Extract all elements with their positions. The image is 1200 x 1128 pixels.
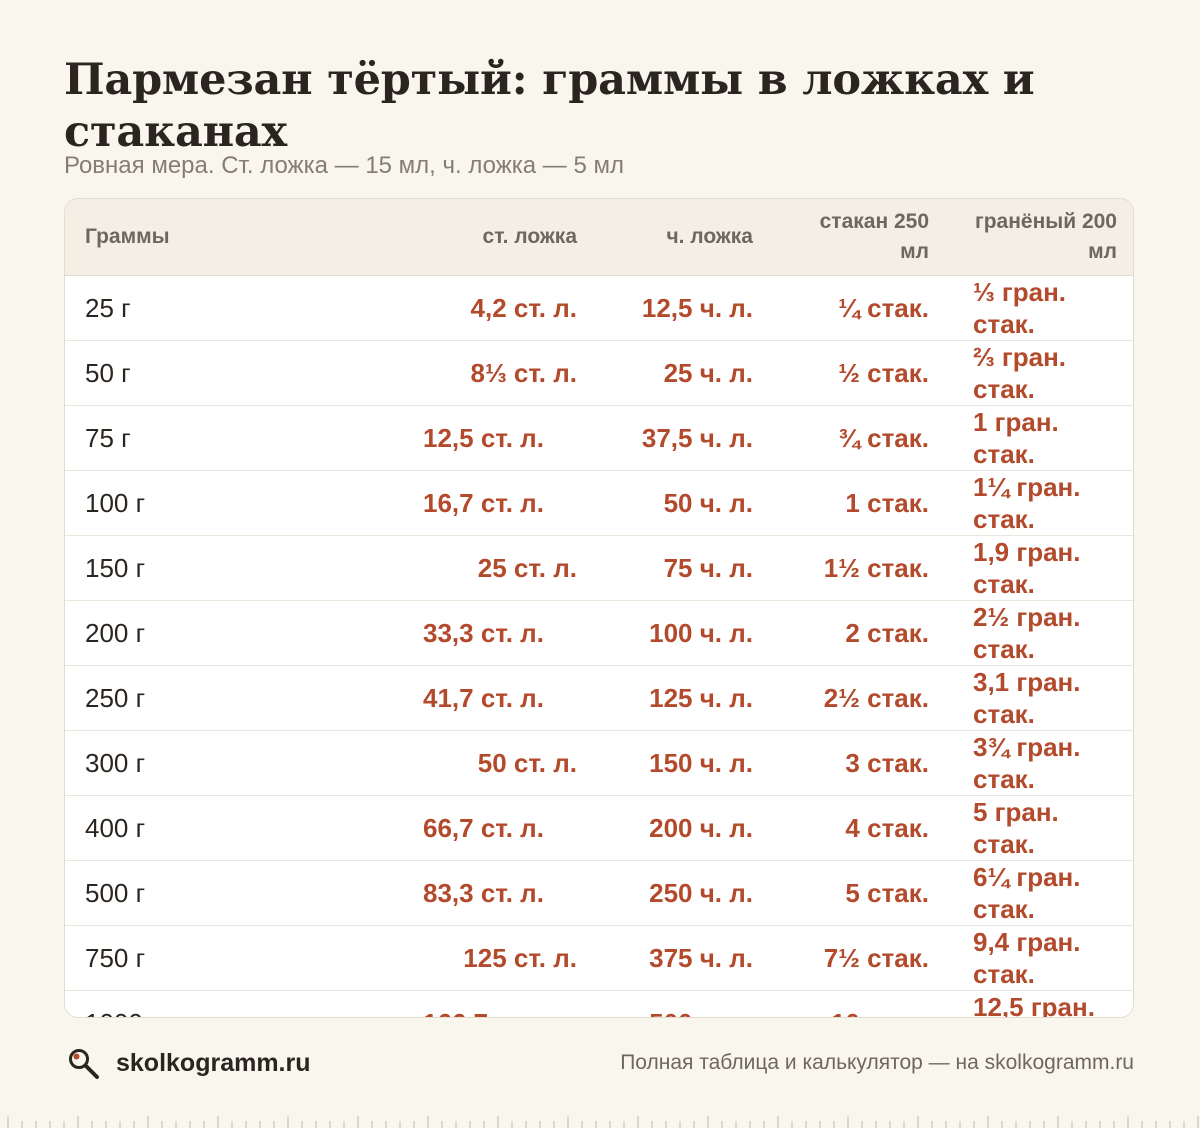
table-row: 300 г 50 ст. л. 150 ч. л. 3 стак. 3¾ гран. с… [65, 729, 1133, 795]
page-title: Пармезан тёртый: граммы в ложках и стака… [64, 55, 1035, 157]
cell-cup-250: ¾ стак. [773, 404, 949, 470]
cell-grams: 250 г [65, 664, 421, 730]
header-faceted-200: гранёный 200 мл [949, 199, 1133, 276]
cell-grams: 50 г [65, 339, 421, 405]
cell-cup-250: 4 стак. [773, 794, 949, 860]
cell-faceted-200: 1 гран. стак. [949, 404, 1133, 470]
cell-tablespoon: 8⅓ ст. л. [421, 339, 597, 405]
table-row: 400 г 66,7 ст. л. 200 ч. л. 4 стак. 5 гран. … [65, 794, 1133, 860]
table-row: 750 г 125 ст. л. 375 ч. л. 7½ стак. 9,4 гран… [65, 924, 1133, 990]
conversion-table-card: Граммы ст. ложка ч. ложка стакан 250 мл … [64, 198, 1134, 1018]
header-grams: Граммы [65, 199, 421, 276]
cell-cup-250: 3 стак. [773, 729, 949, 795]
cell-grams: 25 г [85, 292, 131, 323]
cell-tablespoon: 66,7 ст. л. [421, 794, 597, 860]
conversion-table: Граммы ст. ложка ч. ложка стакан 250 мл … [65, 199, 1133, 1017]
header-cup-250: стакан 250 мл [773, 199, 949, 276]
cell-faceted-200: 5 гран. стак. [949, 794, 1133, 860]
cell-faceted-200: ⅔ гран. стак. [949, 339, 1133, 405]
page-subtitle: Ровная мера. Ст. ложка — 15 мл, ч. ложка… [64, 152, 624, 179]
table-row: 250 г 41,7 ст. л. 125 ч. л. 2½ стак. 3,1 гра… [65, 664, 1133, 730]
cell-tablespoon: 41,7 ст. л. [421, 664, 597, 730]
cell-grams: 500 г [65, 859, 421, 925]
cell-tablespoon: 12,5 ст. л. [421, 404, 597, 470]
cell-teaspoon: 100 ч. л. [597, 599, 773, 665]
cell-tablespoon: 125 ст. л. [421, 924, 597, 990]
cell-grams: 150 г [65, 534, 421, 600]
table-row: 25 г 4,2 ст. л. 12,5 ч. л. ¼ стак. ⅓ гран. с… [65, 275, 1133, 340]
table-row: 150 г 25 ст. л. 75 ч. л. 1½ стак. 1,9 гран. … [65, 534, 1133, 600]
cell-teaspoon: 12,5 ч. л. [641, 292, 753, 323]
cell-teaspoon: 250 ч. л. [597, 859, 773, 925]
cell-tablespoon: 4,2 ст. л. [470, 292, 577, 323]
cell-teaspoon: 500 ч. л. [597, 989, 773, 1017]
cell-teaspoon: 125 ч. л. [597, 664, 773, 730]
table-row: 100 г 16,7 ст. л. 50 ч. л. 1 стак. 1¼ гран. … [65, 469, 1133, 535]
cell-grams: 100 г [65, 469, 421, 535]
cell-cup-250: 2 стак. [773, 599, 949, 665]
cell-teaspoon: 50 ч. л. [597, 469, 773, 535]
ruler-decoration [7, 1116, 1199, 1128]
cell-grams: 75 г [65, 404, 421, 470]
cell-cup-250: 7½ стак. [773, 924, 949, 990]
table-row: 75 г 12,5 ст. л. 37,5 ч. л. ¾ стак. 1 гран. … [65, 404, 1133, 470]
table-body: 25 г 4,2 ст. л. 12,5 ч. л. ¼ стак. ⅓ гран. с… [65, 275, 1133, 1017]
cell-faceted-200: 9,4 гран. стак. [949, 924, 1133, 990]
cell-tablespoon: 25 ст. л. [421, 534, 597, 600]
cell-grams: 1000 г [65, 989, 421, 1017]
cell-faceted-200: 3,1 гран. стак. [949, 664, 1133, 730]
cell-tablespoon: 16,7 ст. л. [421, 469, 597, 535]
cell-tablespoon: 83,3 ст. л. [421, 859, 597, 925]
cell-teaspoon: 37,5 ч. л. [597, 404, 773, 470]
cell-cup-250: 10 стак. [773, 989, 949, 1017]
cell-faceted-200: 2½ гран. стак. [949, 599, 1133, 665]
cell-teaspoon: 75 ч. л. [597, 534, 773, 600]
cell-teaspoon: 200 ч. л. [597, 794, 773, 860]
cell-faceted-200: 1,9 гран. стак. [949, 534, 1133, 600]
cell-cup-250: 1 стак. [773, 469, 949, 535]
cell-faceted-200: 3¾ гран. стак. [949, 729, 1133, 795]
cell-grams: 200 г [65, 599, 421, 665]
cell-faceted-200: 12,5 гран. стак. [949, 989, 1133, 1017]
cell-grams: 750 г [65, 924, 421, 990]
cell-grams: 300 г [65, 729, 421, 795]
cell-teaspoon: 375 ч. л. [597, 924, 773, 990]
table-row: 500 г 83,3 ст. л. 250 ч. л. 5 стак. 6¼ гран.… [65, 859, 1133, 925]
cell-faceted-200: 6¼ гран. стак. [949, 859, 1133, 925]
cell-cup-250: 5 стак. [773, 859, 949, 925]
footer-note: Полная таблица и калькулятор — на skolko… [620, 1051, 1134, 1074]
cell-teaspoon: 150 ч. л. [597, 729, 773, 795]
cell-tablespoon: 33,3 ст. л. [421, 599, 597, 665]
footer-site-name: skolkogramm.ru [116, 1049, 311, 1077]
cell-teaspoon: 25 ч. л. [597, 339, 773, 405]
cell-cup-250: ½ стак. [773, 339, 949, 405]
cell-cup-250: ¼ стак. [838, 292, 929, 323]
header-teaspoon: ч. ложка [597, 199, 773, 276]
cell-faceted-200: 1¼ гран. стак. [949, 469, 1133, 535]
table-row: 50 г 8⅓ ст. л. 25 ч. л. ½ стак. ⅔ гран. стак… [65, 339, 1133, 405]
cell-tablespoon: 50 ст. л. [421, 729, 597, 795]
cell-tablespoon: 166,7 ст. л. [421, 989, 597, 1017]
header-tablespoon: ст. ложка [421, 199, 597, 276]
table-row: 1000 г166,7 ст. л.500 ч. л.10 стак.12,5 … [65, 989, 1133, 1017]
magnifier-icon [69, 1049, 99, 1079]
cell-cup-250: 2½ стак. [773, 664, 949, 730]
table-header-row: Граммы ст. ложка ч. ложка стакан 250 мл … [65, 199, 1133, 276]
cell-grams: 400 г [65, 794, 421, 860]
table-row: 200 г 33,3 ст. л. 100 ч. л. 2 стак. 2½ гран.… [65, 599, 1133, 665]
cell-faceted-200: ⅓ гран. стак. [973, 276, 1067, 339]
cell-cup-250: 1½ стак. [773, 534, 949, 600]
